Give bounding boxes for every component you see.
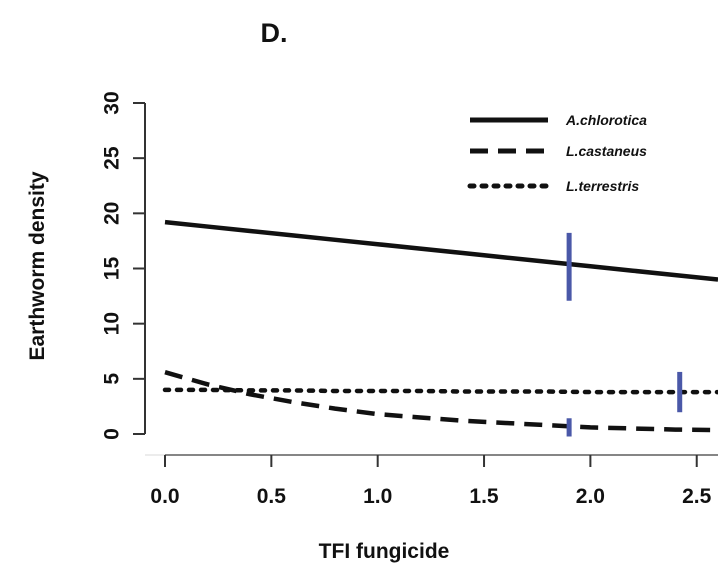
y-axis-title: Earthworm density xyxy=(26,171,49,360)
x-tick-label-4: 2.0 xyxy=(576,485,605,508)
x-tick-label-2: 1.0 xyxy=(363,485,392,508)
legend-label-a-chlorotica: A.chlorotica xyxy=(565,112,647,128)
y-tick-label-5: 25 xyxy=(101,146,124,170)
x-axis-title: TFI fungicide xyxy=(319,540,450,563)
legend-label-l-castaneus: L.castaneus xyxy=(566,143,647,159)
y-tick-label-4: 20 xyxy=(101,202,124,225)
x-tick-label-3: 1.5 xyxy=(469,485,499,508)
y-tick-label-0: 0 xyxy=(101,428,124,440)
series-line-l-castaneus xyxy=(164,370,718,433)
chart-title: D. xyxy=(261,18,288,48)
legend: A.chlorotica L.castaneus L.terrestris xyxy=(467,112,647,194)
y-tick-label-1: 5 xyxy=(101,373,124,385)
y-tick-label-3: 15 xyxy=(101,257,124,281)
axes-group: 0 5 10 15 20 25 30 0.0 0.5 1.0 1.5 2.0 2.5 xyxy=(101,91,718,508)
x-tick-label-1: 0.5 xyxy=(257,485,287,508)
series-line-l-terrestris xyxy=(162,387,718,395)
marker-group xyxy=(566,232,683,437)
legend-label-l-terrestris: L.terrestris xyxy=(566,178,639,194)
y-tick-label-6: 30 xyxy=(101,91,124,114)
y-tick-label-2: 10 xyxy=(101,312,124,335)
series-line-a-chlorotica xyxy=(164,219,718,282)
x-tick-label-5: 2.5 xyxy=(682,485,712,508)
series-group xyxy=(162,219,718,433)
x-tick-label-0: 0.0 xyxy=(150,485,179,508)
